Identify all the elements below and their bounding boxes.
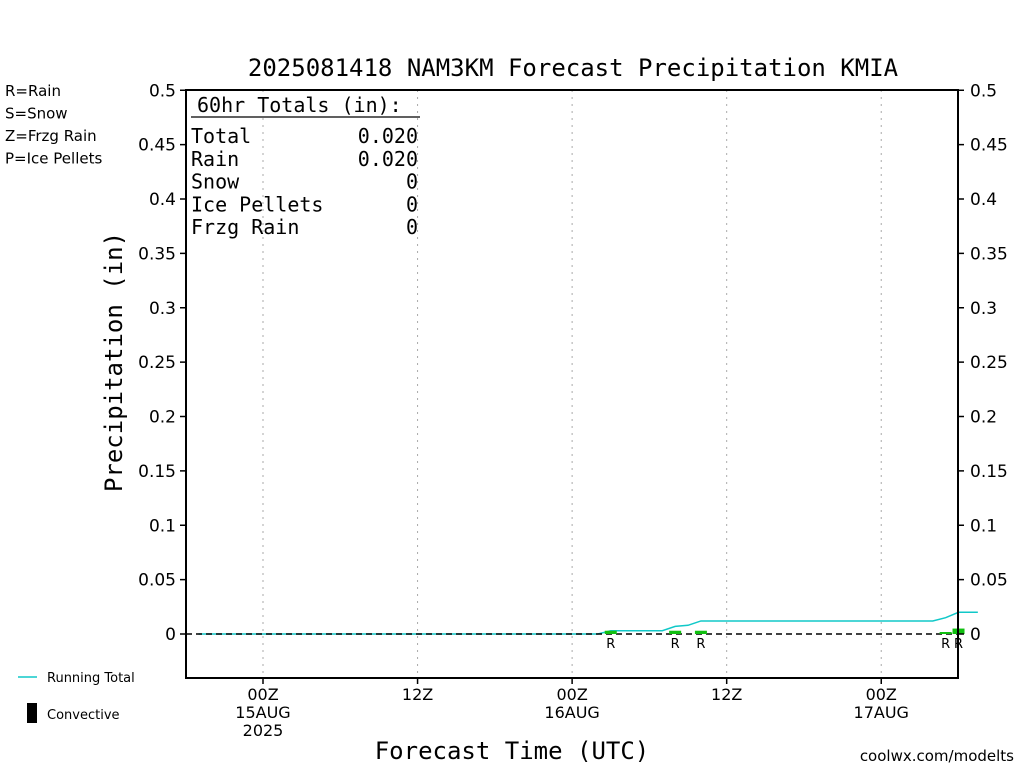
y-tick-label-left: 0.15	[138, 462, 176, 482]
totals-row-value: 0	[406, 192, 418, 216]
y-axis-right: 0.5 0.45 0.4 0.35 0.3 0.25 0.2 0.15 0.1 0.05 0	[958, 81, 1008, 645]
precip-type-legend-item: R=Rain	[5, 82, 61, 100]
rain-bar	[694, 630, 707, 634]
precip-type-legend-item: P=Ice Pellets	[5, 150, 102, 168]
totals-row-value: 0.020	[358, 124, 418, 148]
precip-type-marker: R	[941, 637, 950, 652]
totals-row-value: 0	[406, 215, 418, 239]
credit-text: coolwx.com/modelts	[860, 747, 1014, 765]
convective-legend-swatch	[27, 703, 37, 723]
y-tick-label-left: 0.2	[149, 408, 176, 428]
y-tick-label-left: 0.35	[138, 244, 176, 264]
running-total-line	[198, 611, 978, 635]
totals-row-label: Rain	[191, 147, 239, 171]
y-axis-label: Precipitation (in)	[100, 232, 128, 492]
grid-lines	[262, 90, 882, 678]
x-tick-label: 2025	[243, 721, 284, 740]
precip-type-marker: R	[606, 637, 615, 652]
precip-type-legend-item: S=Snow	[5, 105, 68, 123]
y-tick-label-right: 0.3	[970, 299, 997, 319]
x-axis-label: Forecast Time (UTC)	[375, 737, 650, 765]
rain-bar	[604, 630, 617, 634]
running-total-legend-label: Running Total	[47, 671, 135, 686]
x-tick-label: 15AUG	[235, 703, 290, 722]
totals-row-label: Snow	[191, 170, 240, 194]
totals-row-value: 0.020	[358, 147, 418, 171]
x-tick-label: 12Z	[402, 685, 433, 704]
y-tick-label-left: 0.3	[149, 299, 176, 319]
y-tick-label-right: 0.4	[970, 190, 997, 210]
y-tick-label-right: 0.35	[970, 244, 1008, 264]
precip-type-marker: R	[671, 637, 680, 652]
x-tick-label: 00Z	[556, 685, 587, 704]
x-tick-label: 12Z	[711, 685, 742, 704]
y-tick-label-right: 0.45	[970, 136, 1008, 156]
totals-row-value: 0	[406, 170, 418, 194]
totals-heading: 60hr Totals (in):	[197, 93, 402, 117]
precip-type-legend-item: Z=Frzg Rain	[5, 127, 97, 145]
y-tick-label-left: 0.1	[149, 516, 176, 536]
totals-row-label: Ice Pellets	[191, 192, 323, 216]
y-tick-label-right: 0.05	[970, 571, 1008, 591]
x-tick-label: 00Z	[247, 685, 278, 704]
y-tick-label-left: 0.25	[138, 353, 176, 373]
totals-row-label: Frzg Rain	[191, 215, 299, 239]
totals-row-label: Total	[191, 124, 251, 148]
x-tick-label: 00Z	[866, 685, 897, 704]
y-tick-label-right: 0.2	[970, 408, 997, 428]
y-tick-label-left: 0.5	[149, 81, 176, 101]
chart-title: 2025081418 NAM3KM Forecast Precipitation…	[248, 54, 899, 82]
y-tick-label-left: 0.45	[138, 136, 176, 156]
y-tick-label-left: 0	[165, 625, 176, 645]
rain-bar	[939, 632, 952, 634]
y-tick-label-right: 0	[970, 625, 981, 645]
totals-box: 60hr Totals (in): Total 0.020 Rain 0.020 Sno…	[191, 93, 420, 239]
y-tick-label-right: 0.5	[970, 81, 997, 101]
x-tick-label: 16AUG	[544, 703, 599, 722]
y-tick-label-left: 0.4	[149, 190, 176, 210]
y-tick-label-right: 0.25	[970, 353, 1008, 373]
running-total-series	[198, 611, 978, 635]
precip-type-marker: R	[696, 637, 705, 652]
y-tick-label-right: 0.15	[970, 462, 1008, 482]
y-axis-left: 0.5 0.45 0.4 0.35 0.3 0.25 0.2 0.15 0.1 0.05 0	[138, 81, 186, 645]
x-tick-label: 17AUG	[854, 703, 909, 722]
rain-bar	[669, 630, 682, 634]
y-tick-label-right: 0.1	[970, 516, 997, 536]
series-legend: Running Total Convective	[18, 671, 135, 723]
y-tick-label-left: 0.05	[138, 571, 176, 591]
precip-type-legend: R=Rain S=Snow Z=Frzg Rain P=Ice Pellets	[5, 82, 102, 168]
convective-legend-label: Convective	[47, 708, 120, 723]
